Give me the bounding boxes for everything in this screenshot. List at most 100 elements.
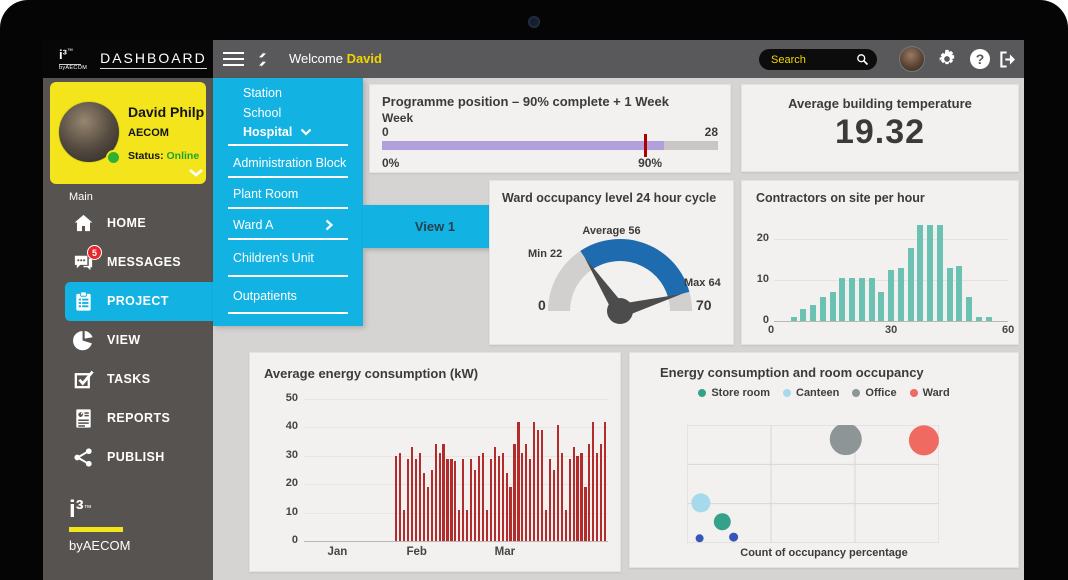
programme-position-card: Programme position – 90% complete + 1 We… bbox=[369, 84, 731, 173]
bar bbox=[819, 296, 826, 321]
sidebar-item-messages[interactable]: 5 MESSAGES bbox=[43, 243, 213, 282]
footer-logo-underline bbox=[69, 527, 123, 532]
dashboard-screen: i³™ byAECOM DASHBOARD Welcome David bbox=[43, 40, 1024, 580]
nav-item-outpatients[interactable]: Outpatients bbox=[233, 289, 297, 303]
user-avatar[interactable] bbox=[899, 46, 925, 72]
bar bbox=[588, 444, 591, 541]
logout-icon[interactable] bbox=[997, 49, 1018, 70]
legend-label: Office bbox=[865, 387, 897, 399]
bar bbox=[418, 452, 422, 541]
welcome-text: Welcome David bbox=[289, 51, 382, 66]
search-input[interactable] bbox=[771, 53, 855, 66]
progress-range-labels: 0 28 bbox=[382, 125, 718, 140]
sidebar-item-view[interactable]: VIEW bbox=[43, 321, 213, 360]
bar bbox=[399, 452, 402, 541]
welcome-username: David bbox=[346, 51, 382, 66]
sidebar-item-publish[interactable]: PUBLISH bbox=[43, 438, 213, 477]
pie-chart-icon bbox=[73, 330, 93, 351]
legend-item: Canteen bbox=[783, 387, 839, 399]
sidebar-item-label: TASKS bbox=[107, 372, 151, 386]
progress-fill bbox=[382, 141, 665, 150]
bar bbox=[466, 509, 469, 541]
menu-icon[interactable] bbox=[223, 52, 244, 70]
messages-icon bbox=[74, 255, 93, 271]
progress-max-label: 28 bbox=[704, 125, 718, 139]
bubble bbox=[691, 493, 711, 513]
sync-icon[interactable] bbox=[252, 49, 273, 70]
bubble bbox=[829, 425, 862, 456]
footer-logo-sub: byAECOM bbox=[69, 538, 131, 553]
nav-item-administration-block[interactable]: Administration Block bbox=[233, 156, 347, 170]
bar bbox=[564, 509, 567, 541]
sidebar-item-label: PROJECT bbox=[107, 294, 169, 308]
profile-company: AECOM bbox=[128, 127, 169, 139]
bar bbox=[521, 452, 524, 541]
nav-item-plant-room[interactable]: Plant Room bbox=[233, 187, 299, 201]
legend-item: Ward bbox=[909, 387, 950, 399]
submenu-view-1[interactable]: View 1 bbox=[363, 205, 507, 248]
gauge-min-label: Min 22 bbox=[528, 248, 563, 260]
bar bbox=[481, 452, 485, 541]
search-icon bbox=[857, 54, 869, 66]
legend-item: Office bbox=[852, 387, 897, 399]
progress-marker-label: 90% bbox=[638, 156, 663, 170]
x-tick-label: Mar bbox=[494, 546, 516, 558]
help-icon[interactable]: ? bbox=[970, 49, 990, 69]
nav-item-ward-a[interactable]: Ward A bbox=[233, 218, 274, 232]
bubble bbox=[908, 425, 939, 456]
search-box[interactable] bbox=[759, 49, 877, 70]
bar bbox=[529, 458, 532, 541]
bar bbox=[489, 458, 492, 541]
gauge-band bbox=[548, 250, 593, 311]
bar bbox=[497, 455, 500, 541]
y-tick-label: 0 bbox=[291, 534, 298, 546]
sidebar-item-home[interactable]: HOME bbox=[43, 204, 213, 243]
bar bbox=[556, 424, 559, 541]
sidebar-item-project[interactable]: PROJECT bbox=[43, 282, 213, 321]
nav-item-hospital[interactable]: Hospital bbox=[243, 125, 312, 139]
gear-icon[interactable] bbox=[936, 48, 958, 70]
bar bbox=[422, 472, 425, 541]
scatter-svg bbox=[687, 425, 939, 543]
nav-item-label: Hospital bbox=[243, 125, 293, 139]
gridline bbox=[774, 321, 1008, 322]
bar bbox=[600, 444, 603, 541]
bar bbox=[946, 267, 953, 321]
chevron-down-icon[interactable] bbox=[188, 168, 204, 178]
profile-card[interactable]: David Philp AECOM Status: Online bbox=[50, 82, 206, 184]
bar bbox=[927, 225, 934, 321]
bar bbox=[560, 452, 563, 541]
nav-separator bbox=[228, 176, 348, 178]
bar bbox=[596, 452, 599, 541]
bar bbox=[501, 452, 504, 541]
sidebar-item-label: HOME bbox=[107, 216, 147, 230]
sidebar-item-reports[interactable]: REPORTS bbox=[43, 399, 213, 438]
gridline bbox=[304, 541, 608, 542]
nav-item-school[interactable]: School bbox=[243, 106, 282, 120]
project-nav-menu: Station School Hospital Administration B… bbox=[213, 78, 363, 326]
gauge-band bbox=[580, 239, 690, 298]
app-logo-text: i³ bbox=[59, 46, 67, 62]
sidebar-item-label: MESSAGES bbox=[107, 255, 182, 269]
legend-dot bbox=[909, 389, 918, 397]
bar bbox=[403, 509, 406, 541]
y-tick-label: 20 bbox=[285, 477, 298, 490]
bar bbox=[572, 447, 575, 541]
bar bbox=[414, 458, 418, 541]
nav-item-childrens-unit[interactable]: Children's Unit bbox=[233, 251, 314, 265]
bar bbox=[552, 470, 556, 541]
bar bbox=[604, 421, 607, 541]
bar bbox=[956, 265, 963, 321]
nav-item-station[interactable]: Station bbox=[243, 86, 282, 100]
gridline bbox=[774, 239, 1008, 241]
bubble bbox=[713, 513, 731, 531]
y-tick-label: 50 bbox=[285, 392, 298, 404]
bar bbox=[395, 455, 398, 541]
gauge-end-label: 70 bbox=[696, 297, 712, 313]
sidebar-item-tasks[interactable]: TASKS bbox=[43, 360, 213, 399]
progress-bottom-labels: 0% 90% bbox=[382, 156, 718, 172]
app-logo-underline bbox=[59, 63, 81, 65]
x-tick-label: Jan bbox=[327, 546, 348, 558]
bar bbox=[493, 447, 496, 541]
